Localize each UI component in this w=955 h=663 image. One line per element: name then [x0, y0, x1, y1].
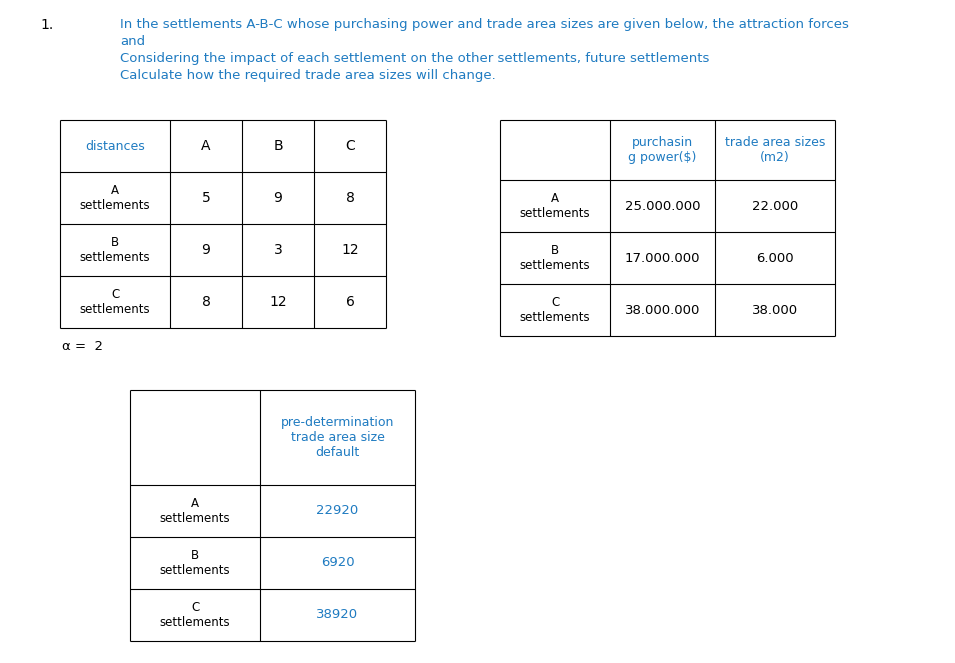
- Text: 6.000: 6.000: [756, 251, 794, 265]
- Text: C
settlements: C settlements: [159, 601, 230, 629]
- Text: Considering the impact of each settlement on the other settlements, future settl: Considering the impact of each settlemen…: [120, 52, 710, 65]
- Text: C: C: [345, 139, 355, 153]
- Text: 1.: 1.: [40, 18, 53, 32]
- Text: 8: 8: [202, 295, 210, 309]
- Text: C
settlements: C settlements: [520, 296, 590, 324]
- Text: 17.000.000: 17.000.000: [625, 251, 700, 265]
- Text: A
settlements: A settlements: [159, 497, 230, 525]
- Text: trade area sizes
(m2): trade area sizes (m2): [725, 136, 825, 164]
- Text: pre-determination
trade area size
default: pre-determination trade area size defaul…: [281, 416, 394, 459]
- Text: A
settlements: A settlements: [79, 184, 150, 212]
- Text: 12: 12: [341, 243, 359, 257]
- Text: A: A: [202, 139, 211, 153]
- Text: A
settlements: A settlements: [520, 192, 590, 220]
- Text: 22920: 22920: [316, 505, 359, 518]
- Text: 25.000.000: 25.000.000: [625, 200, 700, 213]
- Text: 22.000: 22.000: [752, 200, 798, 213]
- Text: 6920: 6920: [321, 556, 354, 570]
- Text: 38.000: 38.000: [752, 304, 798, 316]
- Text: 8: 8: [346, 191, 354, 205]
- Text: 9: 9: [202, 243, 210, 257]
- Text: purchasin
g power($): purchasin g power($): [628, 136, 697, 164]
- Text: 38.000.000: 38.000.000: [625, 304, 700, 316]
- Text: B: B: [273, 139, 283, 153]
- Text: distances: distances: [85, 139, 145, 152]
- Text: In the settlements A-B-C whose purchasing power and trade area sizes are given b: In the settlements A-B-C whose purchasin…: [120, 18, 849, 31]
- Text: 12: 12: [269, 295, 286, 309]
- Text: and: and: [120, 35, 145, 48]
- Text: 9: 9: [273, 191, 283, 205]
- Text: C
settlements: C settlements: [79, 288, 150, 316]
- Text: B
settlements: B settlements: [520, 244, 590, 272]
- Text: Calculate how the required trade area sizes will change.: Calculate how the required trade area si…: [120, 69, 496, 82]
- Text: 3: 3: [274, 243, 283, 257]
- Text: 6: 6: [346, 295, 354, 309]
- Text: 38920: 38920: [316, 609, 358, 621]
- Text: 5: 5: [202, 191, 210, 205]
- Text: B
settlements: B settlements: [159, 549, 230, 577]
- Text: α =  2: α = 2: [62, 340, 103, 353]
- Text: B
settlements: B settlements: [79, 236, 150, 264]
